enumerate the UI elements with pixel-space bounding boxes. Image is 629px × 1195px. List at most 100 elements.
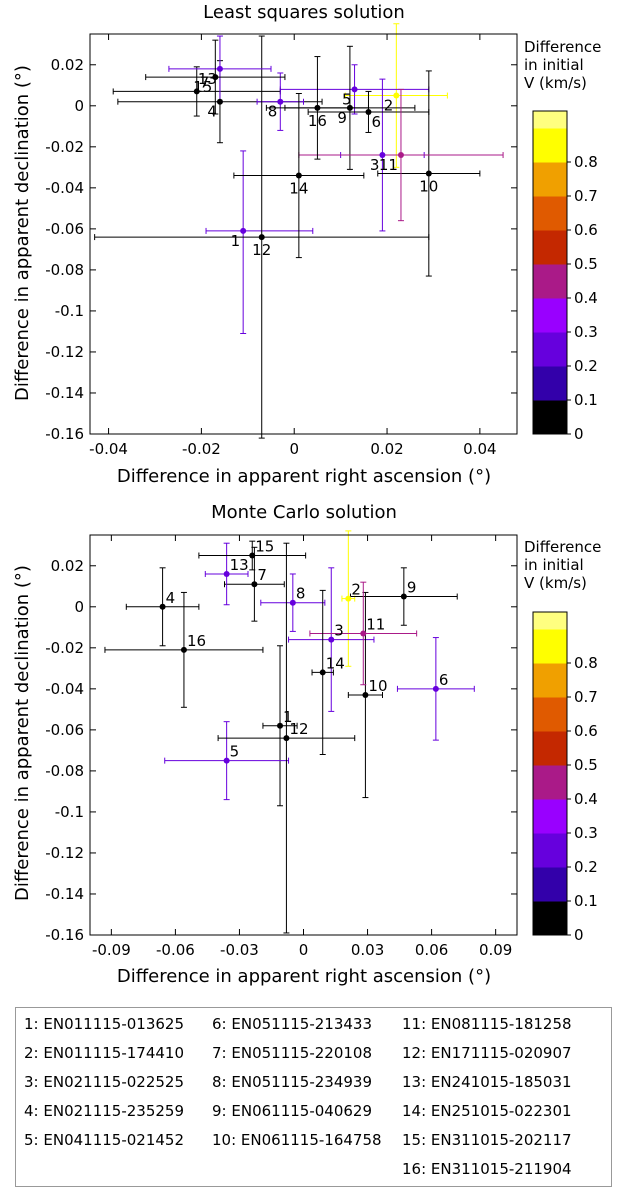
colorbar-title: Difference in initial V (km/s) bbox=[524, 38, 601, 92]
y-tick-label: -0.12 bbox=[45, 343, 84, 361]
x-tick-label: -0.02 bbox=[182, 440, 221, 458]
point-label: 15 bbox=[255, 538, 274, 556]
data-point bbox=[193, 88, 200, 95]
y-tick-label: -0.16 bbox=[45, 425, 84, 443]
figure: Least squares solution Difference in app… bbox=[12, 2, 601, 987]
legend-entry: 4: EN021115-235259 bbox=[24, 1102, 184, 1120]
colorbar-title-line: Difference bbox=[524, 538, 601, 556]
data-point bbox=[223, 757, 230, 764]
monte-carlo-panel: Monte Carlo solution Difference in appar… bbox=[12, 502, 601, 987]
y-axis-label: Difference in apparent declination (°) bbox=[12, 65, 33, 401]
point-label: 7 bbox=[257, 566, 267, 584]
colorbar-segment bbox=[533, 230, 567, 265]
y-tick-label: -0.06 bbox=[45, 220, 84, 238]
x-axis-label: Difference in apparent right ascension (… bbox=[117, 966, 491, 987]
point-label: 13 bbox=[230, 556, 249, 574]
y-tick-label: -0.04 bbox=[45, 680, 84, 698]
data-point bbox=[328, 636, 335, 643]
colorbar-title: Difference in initial V (km/s) bbox=[524, 538, 601, 592]
data-point bbox=[314, 104, 321, 111]
colorbar-segment bbox=[533, 901, 567, 936]
point-label: 7 bbox=[200, 73, 210, 91]
legend-entry: 3: EN021115-022525 bbox=[24, 1073, 184, 1091]
data-point bbox=[223, 570, 230, 577]
point-label: 15 bbox=[193, 78, 212, 96]
colorbar-title-line: Difference bbox=[524, 38, 601, 56]
colorbar-title-line: V (km/s) bbox=[524, 574, 587, 592]
colorbar-tick-label: 0.1 bbox=[574, 391, 598, 409]
y-tick-label: -0.02 bbox=[45, 639, 84, 657]
colorbar-segment bbox=[533, 128, 567, 163]
colorbar-title-line: in initial bbox=[524, 56, 584, 74]
y-tick-label: -0.14 bbox=[45, 885, 84, 903]
data-point bbox=[351, 86, 358, 93]
point-label: 10 bbox=[368, 677, 387, 695]
colorbar-tick-label: 0.5 bbox=[574, 756, 598, 774]
y-tick-label: -0.12 bbox=[45, 844, 84, 862]
x-tick-label: 0.09 bbox=[479, 941, 512, 959]
data-point bbox=[240, 227, 247, 234]
y-tick-label: -0.04 bbox=[45, 179, 84, 197]
point-label: 6 bbox=[371, 113, 381, 131]
colorbar-frame bbox=[532, 611, 568, 936]
x-axis-label: Difference in apparent right ascension (… bbox=[117, 466, 491, 487]
data-point bbox=[345, 595, 352, 602]
x-tick-label: -0.03 bbox=[220, 941, 259, 959]
x-tick-label: 0.03 bbox=[351, 941, 384, 959]
y-axis-label: Difference in apparent declination (°) bbox=[12, 565, 33, 901]
colorbar-tick-label: 0.8 bbox=[574, 153, 598, 171]
data-point bbox=[346, 104, 353, 111]
colorbar-tick-label: 0.4 bbox=[574, 790, 598, 808]
data-point bbox=[295, 172, 302, 179]
point-label: 5 bbox=[342, 90, 352, 108]
y-tick-label: 0 bbox=[74, 97, 84, 115]
y-tick-label: 0.02 bbox=[51, 56, 84, 74]
legend-entry: 6: EN051115-213433 bbox=[212, 1015, 372, 1033]
data-point bbox=[283, 735, 290, 742]
colorbar-tick-label: 0 bbox=[574, 425, 584, 443]
point-label: 9 bbox=[337, 109, 347, 127]
y-tick-label: -0.08 bbox=[45, 261, 84, 279]
legend-entry: 8: EN051115-234939 bbox=[212, 1073, 372, 1091]
data-point bbox=[289, 599, 296, 606]
colorbar-frame bbox=[532, 110, 568, 435]
point-label: 1 bbox=[283, 708, 293, 726]
colorbar-tick-label: 0.6 bbox=[574, 221, 598, 239]
legend-entry: 15: EN311015-202117 bbox=[402, 1131, 572, 1149]
data-point bbox=[249, 552, 256, 559]
point-label: 2 bbox=[384, 97, 394, 115]
legend-entry: 9: EN061115-040629 bbox=[212, 1102, 372, 1120]
colorbar-segment bbox=[533, 867, 567, 902]
x-tick-label: -0.04 bbox=[89, 440, 128, 458]
colorbar-segment bbox=[533, 400, 567, 435]
colorbar-segment bbox=[533, 799, 567, 834]
data-point bbox=[277, 98, 284, 105]
x-tick-label: 0.04 bbox=[463, 440, 496, 458]
colorbar-segment bbox=[533, 765, 567, 800]
data-point bbox=[258, 234, 265, 241]
data-point bbox=[397, 152, 404, 159]
data-point bbox=[212, 74, 219, 81]
colorbar-segment bbox=[533, 697, 567, 732]
data-point bbox=[400, 593, 407, 600]
legend-entry: 2: EN011115-174410 bbox=[24, 1044, 184, 1062]
y-tick-label: 0.02 bbox=[51, 557, 84, 575]
y-tick-label: 0 bbox=[74, 598, 84, 616]
x-tick-label: -0.06 bbox=[156, 941, 195, 959]
colorbar-tick-label: 0.1 bbox=[574, 892, 598, 910]
data-point bbox=[216, 65, 223, 72]
colorbar-segment bbox=[533, 196, 567, 231]
colorbar-segment bbox=[533, 612, 567, 630]
colorbar-tick-label: 0.7 bbox=[574, 187, 598, 205]
colorbar-segment bbox=[533, 298, 567, 333]
legend-entry: 11: EN081115-181258 bbox=[402, 1015, 572, 1033]
colorbar-segment bbox=[533, 366, 567, 401]
point-label: 16 bbox=[187, 632, 206, 650]
point-label: 10 bbox=[419, 177, 438, 195]
plot-frame bbox=[89, 33, 518, 435]
point-label: 3 bbox=[370, 156, 380, 174]
colorbar-tick-label: 0.2 bbox=[574, 357, 598, 375]
data-point bbox=[360, 630, 367, 637]
colorbar-tick-label: 0.3 bbox=[574, 824, 598, 842]
point-label: 4 bbox=[166, 589, 176, 607]
